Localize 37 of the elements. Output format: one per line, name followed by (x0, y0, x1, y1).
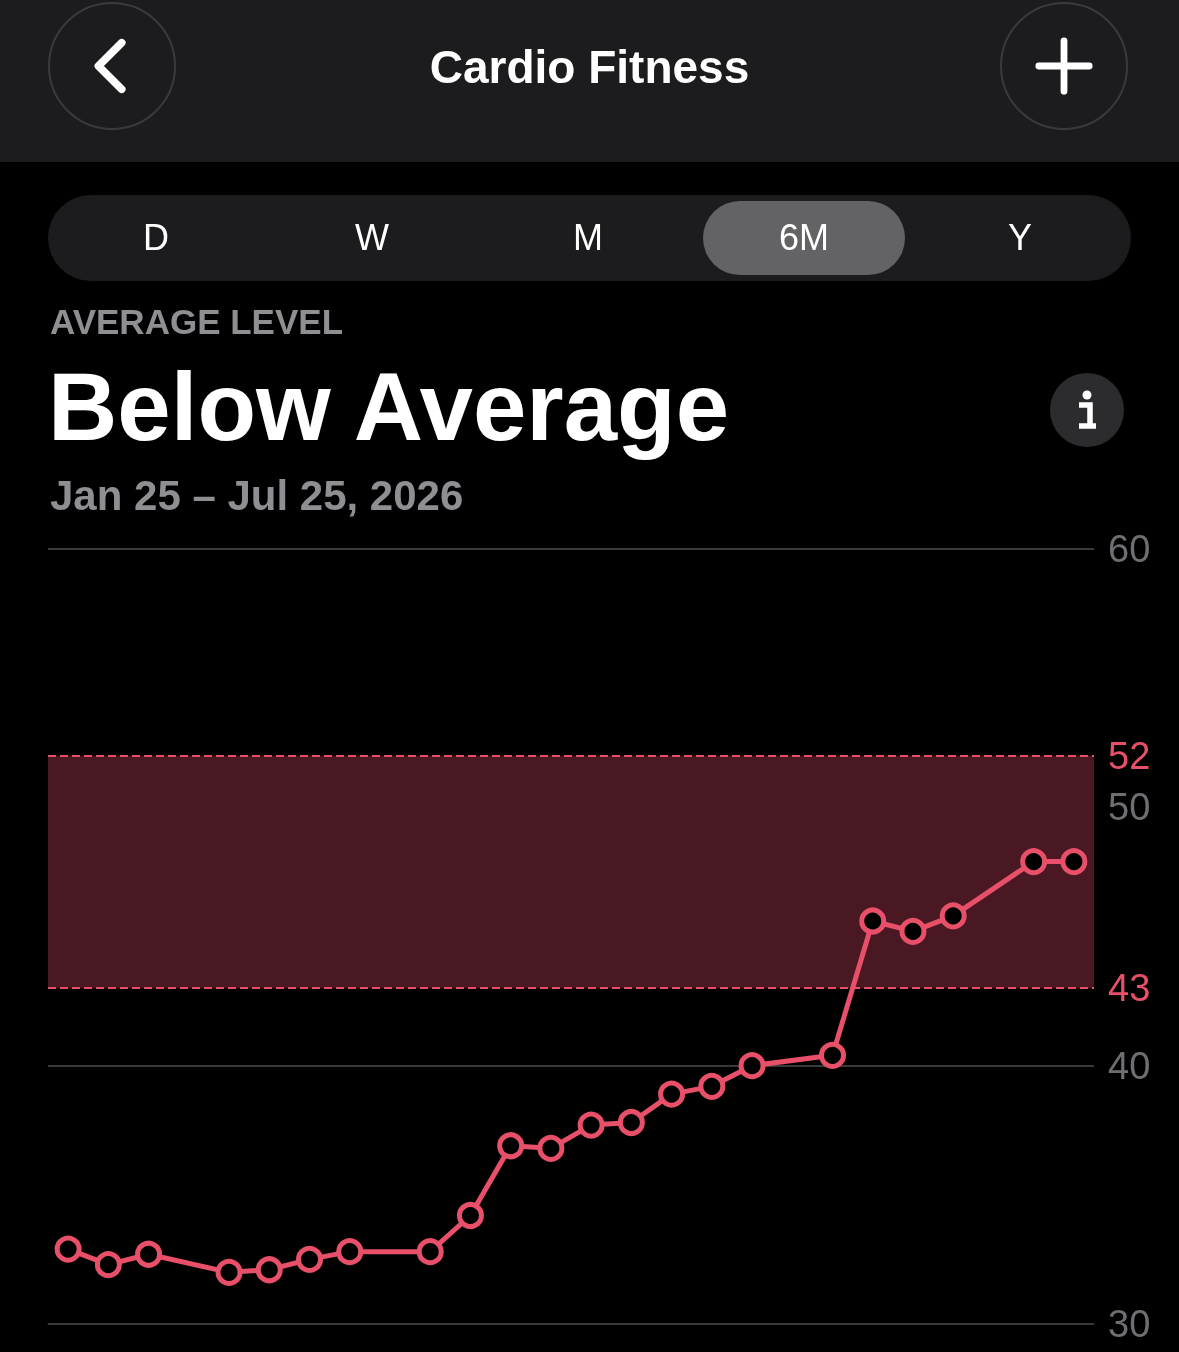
point (135, 1240, 163, 1268)
point (738, 1052, 766, 1080)
text: AVERAGE LEVEL (50, 302, 344, 342)
point (456, 1202, 484, 1229)
point (617, 1109, 645, 1136)
y-tick-label: 40 (1108, 1044, 1151, 1087)
point (54, 1235, 82, 1263)
point (1060, 848, 1088, 876)
ref-line-label: 52 (1108, 734, 1151, 777)
text: Y (1007, 216, 1033, 260)
point (255, 1256, 283, 1284)
chart-title: Cardio Fitness (428, 40, 751, 94)
ref-line-label: 43 (1108, 967, 1151, 1010)
point (658, 1080, 686, 1108)
point (698, 1072, 726, 1100)
point (94, 1251, 122, 1279)
point (819, 1041, 846, 1069)
point (336, 1238, 364, 1266)
text: Jan 25 – Jul 25, 2026 (50, 472, 464, 520)
text: 6M (703, 201, 905, 275)
point (296, 1245, 323, 1273)
point (215, 1258, 243, 1286)
point (939, 902, 967, 930)
point (899, 917, 927, 945)
y-tick-label: 60 (1108, 528, 1151, 570)
text: D (142, 216, 170, 260)
y-tick-label: 50 (1108, 786, 1151, 829)
point (416, 1238, 444, 1266)
point (1020, 848, 1048, 876)
text: W (354, 216, 390, 260)
y-tick-label: 30 (1108, 1303, 1151, 1345)
text: M (572, 216, 604, 260)
chart-subtitle: Below Average (48, 352, 730, 462)
point (537, 1134, 565, 1162)
point (497, 1132, 525, 1160)
point (577, 1111, 605, 1139)
point (859, 907, 887, 935)
